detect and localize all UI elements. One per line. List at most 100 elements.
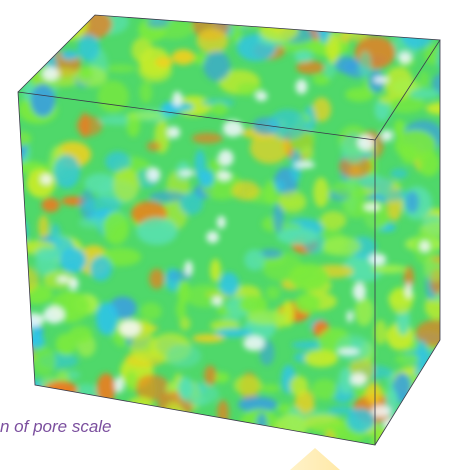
pore-blob xyxy=(273,202,284,233)
pore-blob xyxy=(139,81,153,104)
pore-blob xyxy=(258,15,297,19)
pore-blob xyxy=(140,302,162,321)
void-spot xyxy=(206,231,219,244)
pore-blob xyxy=(426,102,440,115)
void-spot xyxy=(22,313,45,327)
pore-blob xyxy=(374,98,391,122)
top-face-edge xyxy=(17,14,441,141)
pore-blob xyxy=(18,216,28,247)
pore-blob xyxy=(5,230,18,248)
pore-blob xyxy=(354,297,374,327)
pore-blob xyxy=(41,197,60,213)
void-spot xyxy=(184,260,193,276)
pore-blob xyxy=(27,15,45,23)
pore-blob xyxy=(77,34,100,62)
pore-blob xyxy=(383,15,414,30)
pore-blob xyxy=(18,56,24,83)
pore-blob xyxy=(260,384,281,393)
pore-blob xyxy=(393,428,434,440)
pore-blob xyxy=(97,80,129,113)
pore-blob xyxy=(249,131,290,164)
pore-blob xyxy=(236,82,263,97)
pore-blob xyxy=(18,15,20,26)
pore-blob xyxy=(96,373,116,405)
pore-blob xyxy=(105,64,137,73)
pore-blob xyxy=(379,94,395,104)
pore-blob xyxy=(424,293,440,320)
pore-blob xyxy=(146,18,169,28)
cube-edges xyxy=(17,14,441,446)
pore-blob xyxy=(55,397,69,410)
void-spot xyxy=(114,376,124,393)
pore-blob xyxy=(267,109,308,140)
void-spot xyxy=(43,305,65,324)
void-spot xyxy=(172,91,183,107)
pore-blob xyxy=(103,211,130,245)
pore-blob xyxy=(78,217,109,229)
pore-blob xyxy=(21,284,53,305)
pore-blob xyxy=(338,367,354,395)
pore-blob xyxy=(365,382,382,405)
pore-blob xyxy=(329,15,366,33)
void-spot xyxy=(371,405,391,418)
void-spot xyxy=(363,203,381,211)
pore-blob xyxy=(324,61,336,78)
pore-blob xyxy=(149,268,165,289)
pore-blob xyxy=(210,258,221,282)
pore-blob xyxy=(191,132,224,144)
watermark-shape xyxy=(290,448,340,470)
pore-blob xyxy=(365,15,395,23)
pore-blob xyxy=(235,433,266,445)
pore-blob xyxy=(237,396,278,413)
pore-blob xyxy=(341,15,356,34)
pore-blob xyxy=(146,141,161,152)
void-spot xyxy=(218,149,234,167)
void-spot xyxy=(243,335,265,351)
pore-blob xyxy=(232,15,266,27)
pore-blob xyxy=(414,364,440,382)
pore-blob xyxy=(179,316,191,331)
pore-blob xyxy=(396,15,438,21)
pore-blob xyxy=(334,56,359,74)
pore-blob xyxy=(89,256,112,281)
pore-blob xyxy=(149,191,187,202)
void-spot xyxy=(222,120,243,137)
pore-blob xyxy=(123,413,157,445)
pore-blob xyxy=(265,286,281,300)
pore-blob xyxy=(55,333,77,356)
pore-blob xyxy=(207,15,241,18)
pore-blob xyxy=(256,15,282,31)
void-spot xyxy=(337,348,360,355)
pore-blob xyxy=(400,19,433,50)
pore-blob xyxy=(38,214,49,239)
pore-blob xyxy=(195,420,221,439)
void-spot xyxy=(398,51,412,64)
pore-blob xyxy=(18,439,49,445)
pore-blob xyxy=(113,167,140,202)
pore-blob xyxy=(105,151,131,173)
void-spot xyxy=(380,130,393,142)
pore-blob xyxy=(215,328,253,338)
right-face-edge xyxy=(374,40,441,446)
pore-blob xyxy=(277,404,294,413)
void-spot xyxy=(57,275,70,283)
void-spot xyxy=(294,161,315,169)
pore-blob xyxy=(244,249,265,271)
pore-blob xyxy=(358,51,372,79)
caption: n of pore scale xyxy=(0,417,112,436)
void-spot xyxy=(405,282,412,299)
void-spot xyxy=(357,135,375,151)
pore-blob xyxy=(427,15,440,33)
pore-blob xyxy=(335,334,371,363)
pore-blob xyxy=(219,272,240,297)
pore-blob xyxy=(418,70,429,89)
pore-blob xyxy=(196,28,229,54)
pore-blob xyxy=(18,323,33,341)
pore-blob xyxy=(312,74,330,85)
pore-blob xyxy=(231,180,260,201)
pore-blob xyxy=(403,265,414,291)
pore-blob xyxy=(422,416,440,445)
void-spot xyxy=(419,240,430,252)
